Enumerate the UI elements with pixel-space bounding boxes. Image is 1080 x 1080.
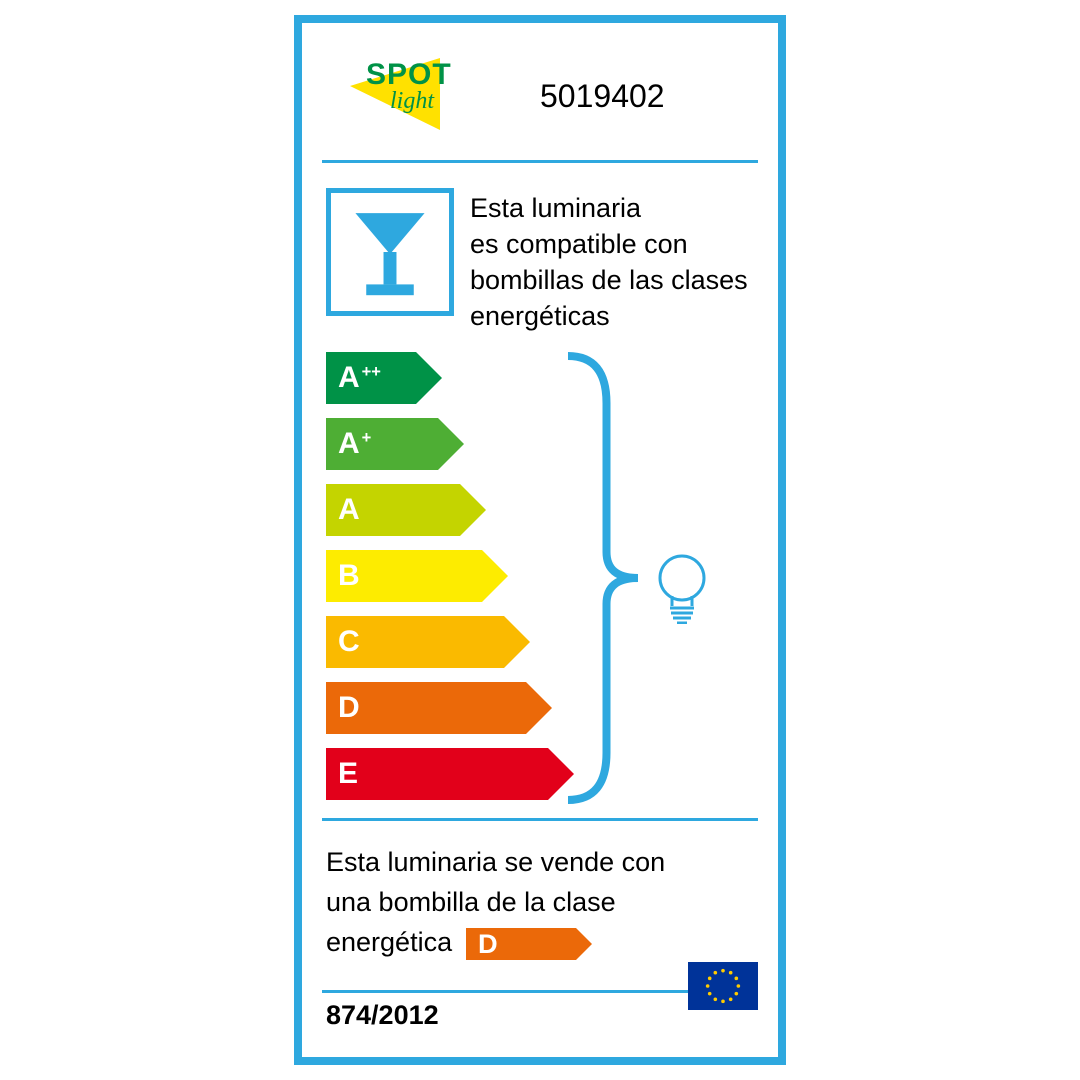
energy-class-bars: A++ A+ ABCDE [326, 352, 574, 814]
included-class-chip: D [466, 928, 592, 960]
energy-bar-A+: A+ [326, 418, 464, 470]
product-code: 5019402 [540, 78, 665, 115]
svg-text:SPOT: SPOT [366, 58, 452, 91]
energy-bar-A++: A++ [326, 352, 442, 404]
sold-with-description: Esta luminaria se vende con una bombilla … [326, 842, 665, 962]
energy-bar-B: B [326, 550, 508, 602]
energy-bar-A: A [326, 484, 486, 536]
divider [322, 818, 758, 821]
svg-text:D: D [478, 928, 498, 959]
bottom-line1: Esta luminaria se vende con [326, 847, 665, 877]
brand-logo: SPOTlight [330, 50, 480, 140]
regulation-number: 874/2012 [326, 1000, 439, 1031]
bulb-icon [652, 552, 712, 624]
energy-bar-D: D [326, 682, 552, 734]
lamp-icon [326, 188, 454, 316]
svg-text:light: light [390, 88, 435, 114]
bottom-line2: una bombilla de la clase [326, 887, 616, 917]
bottom-line3-prefix: energética [326, 927, 452, 957]
energy-bar-E: E [326, 748, 574, 800]
divider [322, 160, 758, 163]
energy-bar-C: C [326, 616, 530, 668]
compatibility-description: Esta luminaria es compatible con bombill… [470, 190, 748, 334]
brace-icon [568, 348, 638, 808]
eu-flag-icon [688, 962, 758, 1010]
